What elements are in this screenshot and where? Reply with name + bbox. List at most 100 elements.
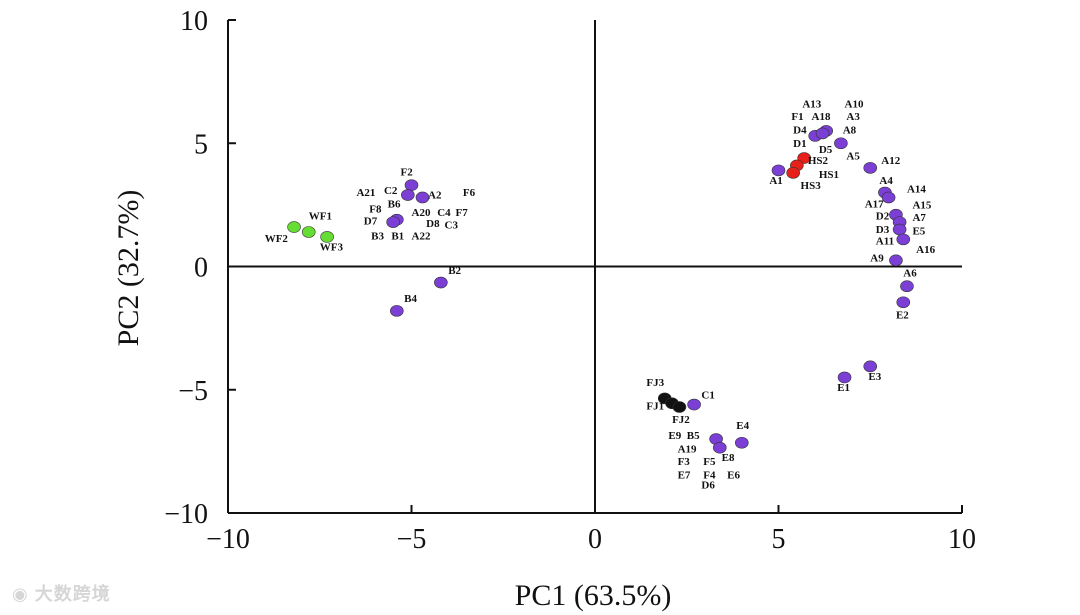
data-point [834, 137, 848, 150]
data-point [896, 296, 911, 309]
y-tick-label: 0 [194, 253, 208, 284]
point-label: F7 [456, 207, 469, 219]
data-point [301, 226, 316, 238]
point-label: HS2 [808, 155, 829, 167]
watermark: ◉ 大数跨境 [12, 580, 111, 606]
point-label: A22 [412, 230, 431, 242]
data-point [786, 167, 800, 179]
data-point [889, 254, 903, 267]
x-tick-label: 10 [948, 524, 976, 555]
data-point [863, 360, 878, 373]
y-tick-label: 5 [194, 129, 208, 160]
points-group [287, 125, 914, 454]
x-tick-label: 0 [588, 524, 602, 555]
y-axis-title: PC2 (32.7%) [112, 190, 145, 347]
data-point [390, 305, 404, 317]
point-label: B1 [391, 230, 404, 242]
point-label: B2 [448, 265, 461, 277]
point-label: A11 [876, 235, 894, 247]
point-label: D5 [819, 144, 833, 156]
y-tick-label: −10 [164, 499, 208, 530]
data-point [837, 371, 852, 384]
point-label: A21 [356, 187, 375, 199]
point-label: E4 [736, 420, 749, 432]
point-label: D7 [364, 216, 378, 228]
point-label: E5 [912, 225, 925, 237]
point-label: E7 [678, 469, 691, 481]
data-point [434, 276, 448, 289]
data-point [797, 152, 811, 164]
point-label: E1 [837, 382, 850, 394]
y-tick-label: −5 [178, 376, 208, 407]
data-point [900, 280, 914, 293]
point-label: D4 [793, 124, 807, 136]
point-label: E2 [896, 309, 909, 321]
data-point [896, 233, 911, 246]
point-label: A17 [865, 198, 884, 210]
point-label: F3 [678, 456, 691, 468]
data-point [815, 127, 830, 140]
point-label: A2 [428, 190, 442, 202]
data-point [415, 191, 430, 204]
point-label: A19 [678, 444, 697, 456]
point-label: C3 [445, 219, 459, 231]
x-axis-title: PC1 (63.5%) [515, 579, 672, 612]
data-point [672, 401, 687, 413]
point-label: F4 [703, 469, 716, 481]
point-label: HS1 [819, 169, 839, 181]
point-label: F1 [791, 111, 803, 123]
point-label: D2 [876, 211, 890, 223]
data-point [892, 223, 907, 236]
point-label: A3 [846, 111, 860, 123]
data-point [287, 221, 301, 233]
point-label: A20 [412, 207, 431, 219]
point-label: A5 [846, 150, 860, 162]
point-label: D3 [876, 224, 890, 236]
x-tick-label: 5 [772, 524, 786, 555]
point-label: F6 [463, 187, 476, 199]
ticks-group: −10 −5 0 5 10 −10 −5 0 5 10 [164, 6, 976, 555]
point-label: FJ3 [646, 377, 664, 389]
point-label: FJ1 [646, 400, 664, 412]
point-label: C1 [701, 389, 714, 401]
point-label: A9 [870, 253, 884, 265]
point-label: E6 [727, 469, 740, 481]
point-label: F2 [400, 166, 413, 178]
point-label: A16 [916, 244, 935, 256]
point-label: WF2 [265, 233, 289, 245]
x-tick-label: −10 [206, 524, 250, 555]
logo-mark-icon: ◉ [12, 584, 29, 605]
data-point [881, 191, 896, 204]
point-label: E8 [722, 452, 735, 464]
data-point [404, 179, 419, 191]
data-point [401, 189, 415, 201]
point-label: A7 [912, 212, 926, 224]
point-label: E9 [668, 430, 681, 442]
point-label: WF3 [320, 241, 344, 253]
axes-group [227, 20, 962, 514]
point-label: A18 [812, 111, 831, 123]
point-label: C4 [437, 207, 451, 219]
point-label: D1 [793, 138, 806, 150]
point-label: B3 [371, 230, 384, 242]
point-label: A4 [879, 175, 893, 187]
point-label: HS3 [801, 180, 822, 192]
point-label: FJ2 [672, 414, 690, 426]
point-label: C2 [384, 185, 398, 197]
point-label: B5 [687, 430, 700, 442]
point-label: A8 [843, 124, 857, 136]
data-point [386, 216, 400, 228]
point-label: A14 [907, 184, 926, 196]
point-label: F8 [369, 203, 382, 215]
point-label: A6 [903, 267, 917, 279]
point-label: A1 [769, 175, 782, 187]
labels-group: WF1 WF2 WF3 F2 A21 C2 A2 F6 B6 F8 A20 C4 F7 D7 D8 C3 B3 B… [265, 99, 936, 492]
point-label: A15 [912, 200, 931, 212]
data-point [863, 162, 878, 174]
point-label: A10 [845, 99, 864, 111]
x-tick-label: −5 [397, 524, 427, 555]
point-label: D8 [426, 218, 440, 230]
point-label: B6 [388, 198, 401, 210]
